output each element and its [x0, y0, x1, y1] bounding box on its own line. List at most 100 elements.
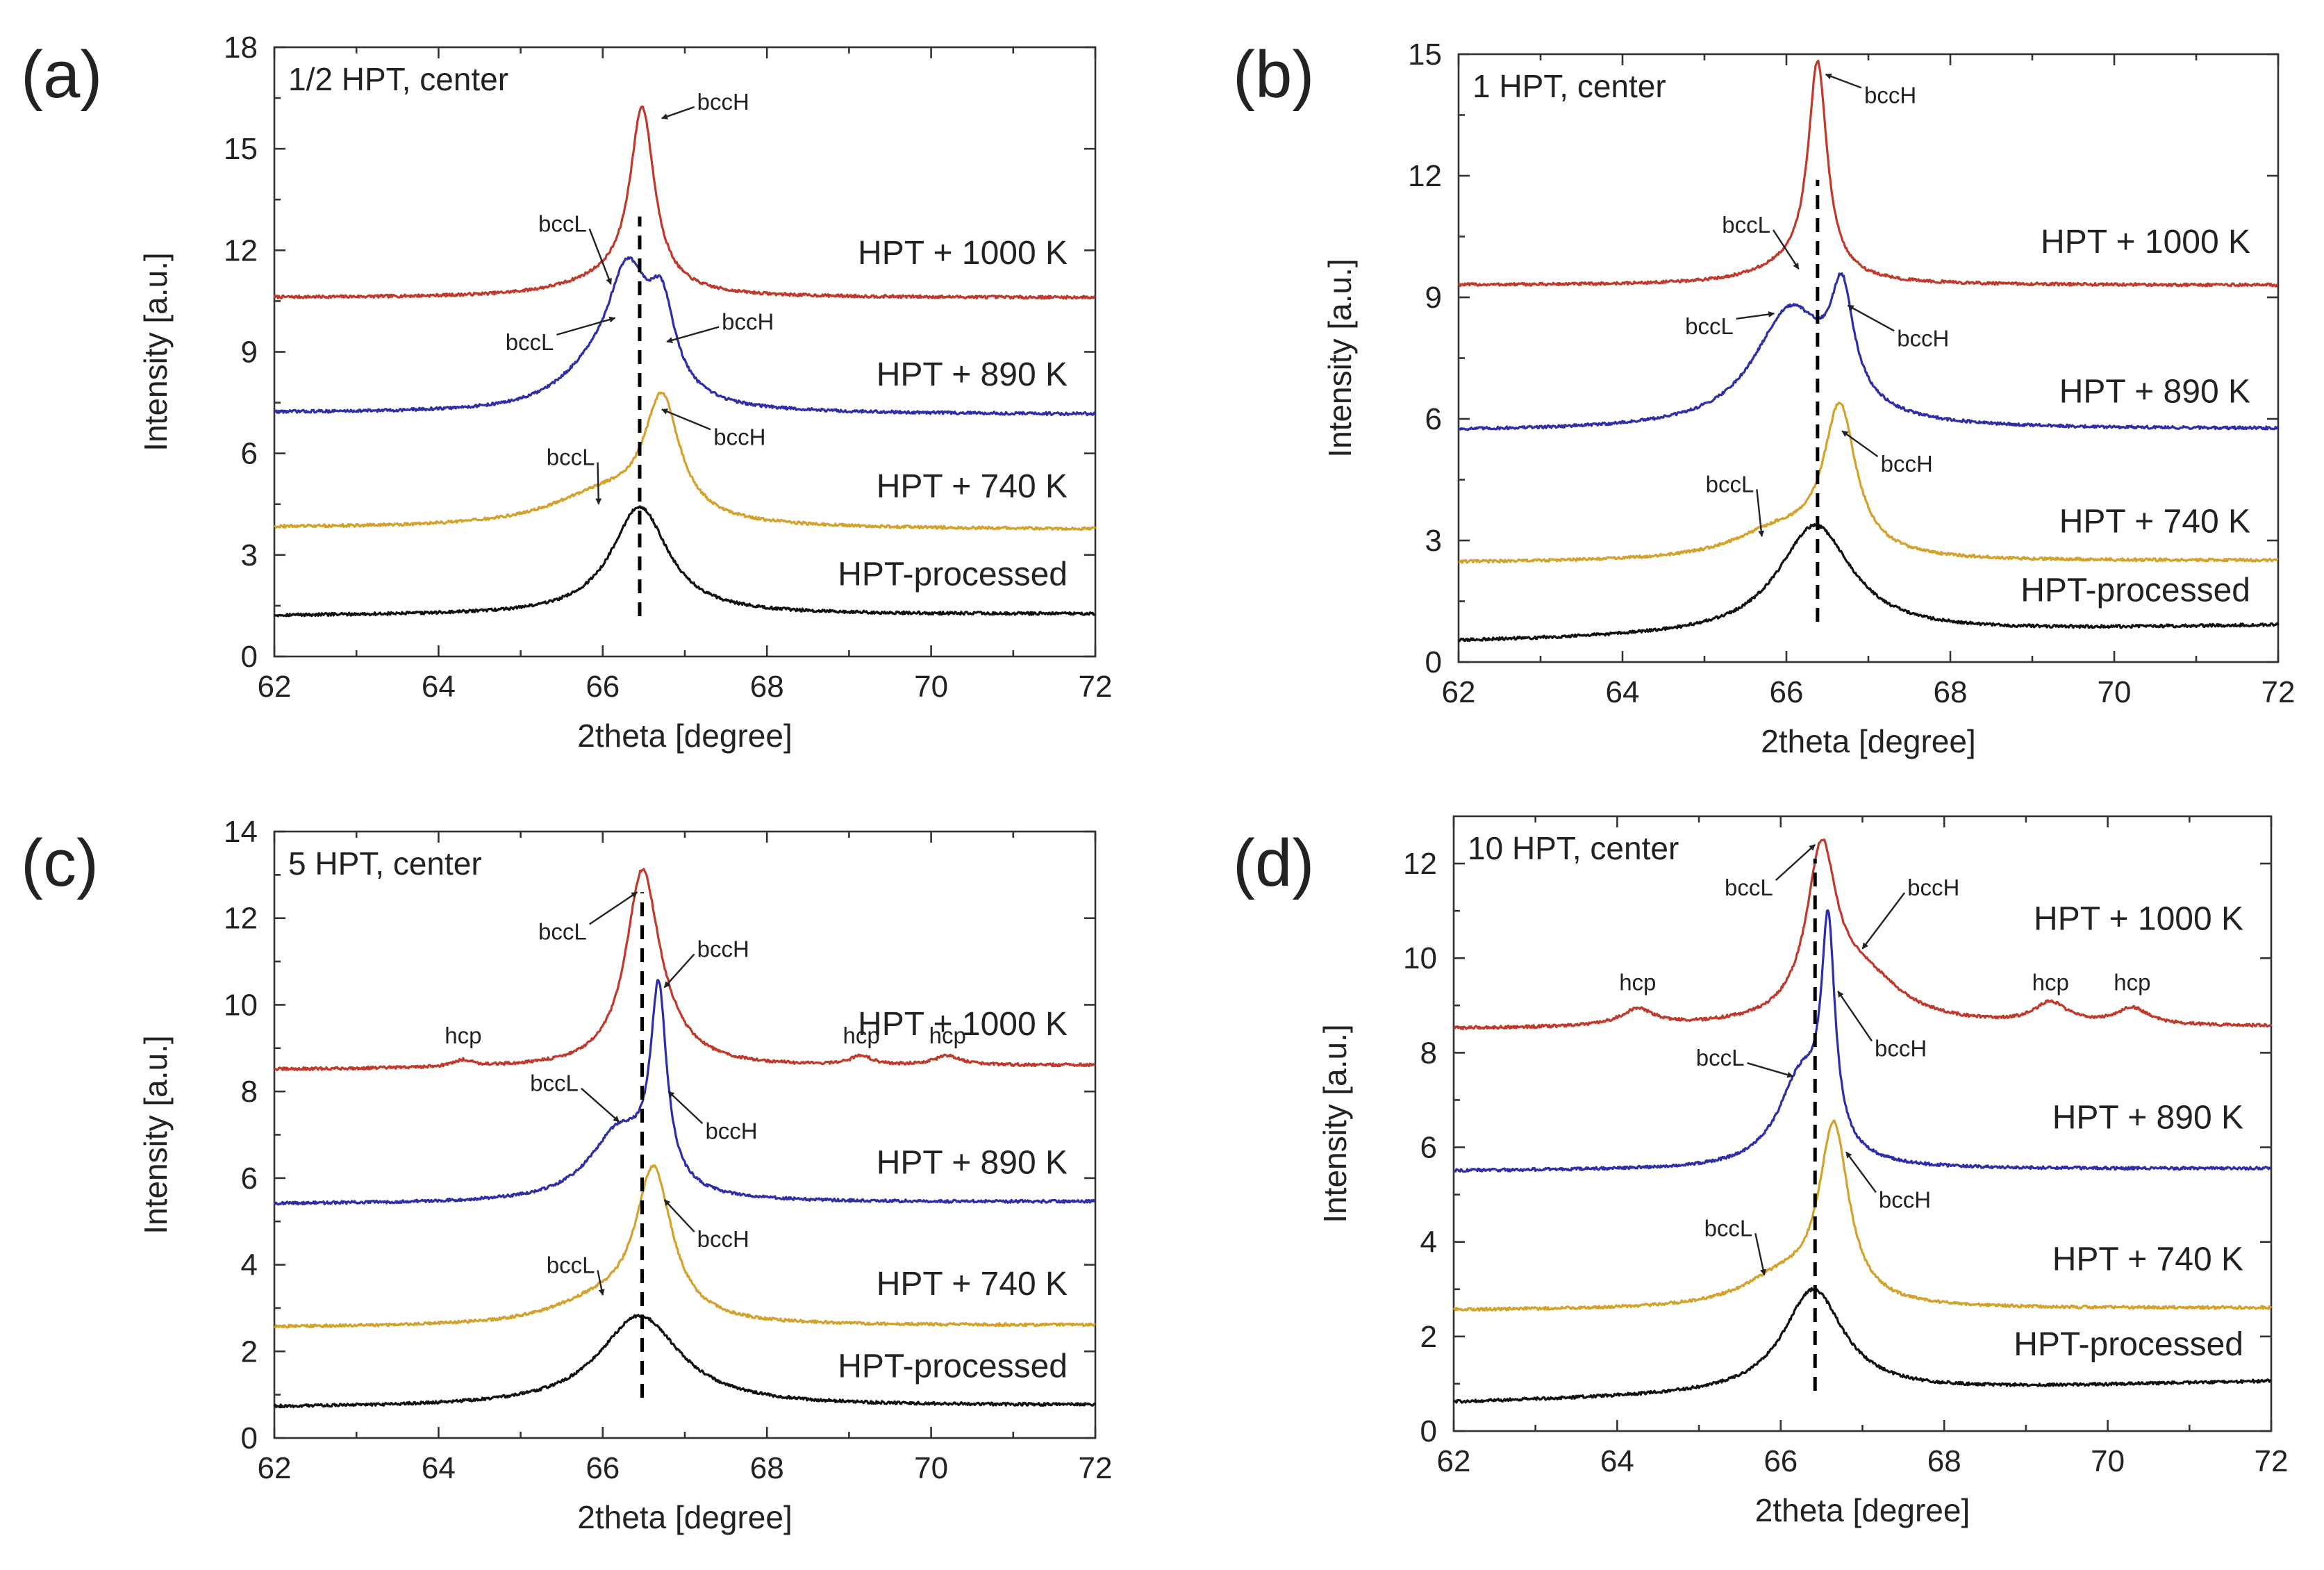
y-tick-label: 15 — [1408, 38, 1442, 72]
y-tick-label: 6 — [1420, 1131, 1437, 1165]
peak-annotation: bccH — [722, 309, 774, 335]
annotation-arrow — [597, 1270, 605, 1296]
y-tick-label: 12 — [1403, 847, 1437, 881]
y-tick-label: 8 — [1420, 1036, 1437, 1070]
y-tick-label: 4 — [241, 1248, 258, 1282]
peak-annotation: bccL — [538, 210, 587, 236]
x-tick-label: 70 — [2091, 1444, 2125, 1478]
series-label: HPT-processed — [838, 1348, 1068, 1385]
series-line — [1453, 838, 2273, 1030]
y-tick-label: 10 — [224, 988, 258, 1022]
panel-label: (d) — [1233, 826, 1314, 900]
x-tick-label: 72 — [1079, 670, 1113, 704]
y-tick-label: 12 — [1408, 159, 1442, 193]
annotation-arrow — [1841, 430, 1879, 458]
y-tick-label: 12 — [224, 233, 258, 267]
series-label: HPT-processed — [2014, 1326, 2243, 1363]
series-line — [274, 505, 1096, 618]
peak-annotation: bccL — [1704, 1215, 1753, 1241]
condition-label: 1 HPT, center — [1472, 68, 1666, 104]
peak-annotation: hcp — [2114, 969, 2150, 995]
peak-annotation: bccH — [713, 424, 765, 449]
y-tick-label: 9 — [1425, 281, 1442, 315]
annotation-arrow — [663, 953, 695, 989]
annotation-arrow — [595, 462, 602, 505]
x-tick-label: 72 — [2261, 675, 2296, 709]
y-tick-label: 6 — [241, 437, 258, 471]
x-tick-label: 66 — [586, 670, 620, 704]
panel-a: (a) 62 64 66 68 70 72 0 3 6 9 12 15 18 2theta [degree]… — [21, 31, 1112, 754]
y-tick-label: 0 — [241, 640, 258, 674]
x-axis-label: 2theta [degree] — [1761, 723, 1975, 759]
y-tick-label: 0 — [241, 1421, 258, 1455]
y-axis-label: Intensity [a.u.] — [138, 252, 174, 451]
series-line — [1453, 909, 2272, 1173]
x-tick-label: 68 — [750, 670, 784, 704]
x-axis-label: 2theta [degree] — [577, 718, 792, 754]
panel-b: (b) 62 64 66 68 70 72 0 3 6 9 12 15 2theta [degree] In… — [1233, 38, 2295, 759]
y-tick-label: 9 — [241, 336, 258, 370]
peak-annotation: hcp — [445, 1023, 481, 1048]
series-line — [1452, 1287, 2272, 1404]
x-axis-label: 2theta [degree] — [577, 1499, 792, 1535]
peak-annotation: bccL — [1706, 471, 1754, 497]
y-tick-label: 2 — [241, 1334, 258, 1369]
annotation-arrow — [556, 316, 616, 336]
x-tick-label: 64 — [422, 1451, 456, 1485]
x-tick-label: 68 — [750, 1451, 784, 1485]
panel-label: (a) — [21, 38, 102, 112]
annotation-arrow — [661, 408, 711, 431]
series-label: HPT-processed — [2020, 572, 2250, 609]
series-label: HPT + 890 K — [877, 356, 1068, 393]
annotation-arrow — [1825, 73, 1862, 89]
series-label: HPT + 1000 K — [858, 235, 1068, 272]
peak-annotation: bccH — [1875, 1036, 1927, 1061]
x-axis-label: 2theta [degree] — [1755, 1492, 1970, 1528]
condition-label: 1/2 HPT, center — [288, 61, 508, 97]
peak-annotation: hcp — [843, 1023, 880, 1048]
series-line — [274, 979, 1097, 1206]
series-line — [273, 391, 1097, 531]
peak-annotation: bccL — [547, 1253, 595, 1278]
peak-annotation: hcp — [929, 1023, 966, 1048]
annotation-arrow — [666, 326, 720, 344]
x-tick-label: 72 — [2255, 1444, 2289, 1478]
annotation-arrow — [1756, 489, 1765, 538]
annotation-arrow — [581, 1087, 620, 1123]
series-label: HPT + 740 K — [877, 468, 1068, 505]
x-tick-label: 62 — [258, 1451, 292, 1485]
peak-annotation: bccL — [1722, 212, 1770, 238]
annotation-arrow — [1772, 229, 1800, 270]
annotation-arrow — [1861, 892, 1906, 950]
x-tick-label: 64 — [1606, 675, 1640, 709]
series-label: HPT + 740 K — [2052, 1241, 2243, 1278]
x-tick-label: 64 — [422, 670, 456, 704]
y-axis-label: Intensity [a.u.] — [138, 1035, 174, 1234]
series-line — [1458, 272, 2280, 431]
y-tick-label: 8 — [241, 1075, 258, 1109]
panel-label: (c) — [21, 826, 99, 900]
y-axis-label: Intensity [a.u.] — [1322, 258, 1358, 457]
y-axis-label: Intensity [a.u.] — [1317, 1024, 1353, 1223]
y-tick-label: 2 — [1420, 1320, 1437, 1354]
annotation-arrow — [1747, 1062, 1794, 1078]
y-tick-label: 0 — [1425, 645, 1442, 679]
peak-annotation: hcp — [2032, 969, 2069, 995]
series-label: HPT + 890 K — [877, 1145, 1068, 1182]
series-label: HPT + 890 K — [2059, 374, 2250, 411]
peak-annotation: bccH — [697, 89, 749, 115]
y-tick-label: 6 — [241, 1162, 258, 1196]
peak-annotation: bccH — [1879, 1187, 1931, 1212]
peak-annotation: bccH — [697, 1226, 749, 1252]
series-line — [273, 256, 1097, 417]
peak-annotation: bccL — [1725, 875, 1773, 900]
peak-annotation: bccL — [506, 329, 554, 355]
x-tick-label: 68 — [1927, 1444, 1961, 1478]
series-label: HPT + 740 K — [877, 1266, 1068, 1303]
series-label: HPT + 890 K — [2052, 1099, 2243, 1136]
x-tick-label: 62 — [1437, 1444, 1471, 1478]
x-tick-label: 62 — [1442, 675, 1476, 709]
peak-annotation: hcp — [1619, 969, 1656, 995]
x-tick-label: 70 — [2098, 675, 2132, 709]
